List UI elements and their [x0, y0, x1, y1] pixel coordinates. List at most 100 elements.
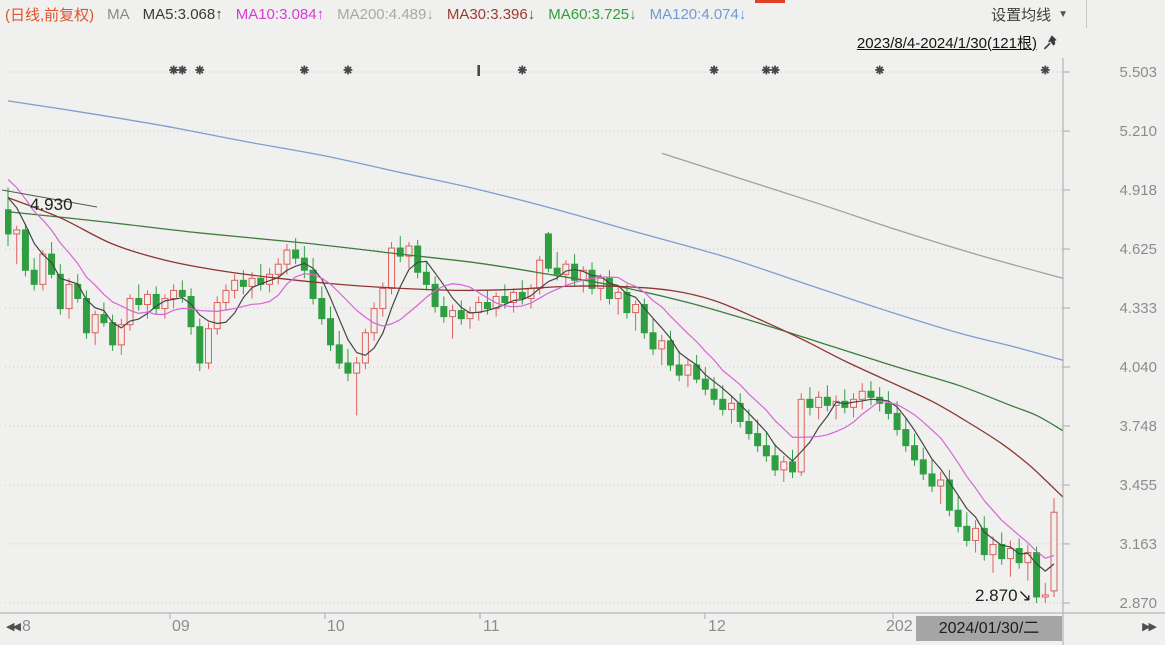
candle-down: [954, 509, 962, 527]
ma-indicator-bar: (日线,前复权) MA MA5:3.068↑ MA10:3.084↑ MA200:4.4…: [5, 0, 746, 28]
candle-down: [719, 398, 727, 410]
ma-settings-button[interactable]: 设置均线 ▼: [991, 0, 1087, 28]
candle-down: [100, 314, 108, 324]
time-axis: ◀◀ 8 09 10 11 12 202 2024/01/30/二 ▶▶: [0, 613, 1165, 645]
candle-up: [231, 279, 239, 291]
candle-up: [780, 461, 788, 471]
candle-up: [815, 396, 823, 408]
candle-down: [963, 525, 971, 541]
candle-down: [841, 400, 849, 408]
candle-down: [292, 249, 300, 259]
ma200-line: [661, 152, 1063, 279]
candle-down: [544, 233, 552, 269]
candle-down: [771, 455, 779, 471]
candle-up: [449, 310, 457, 318]
candle-down: [911, 445, 919, 461]
candle-up: [370, 308, 378, 334]
ma-value-label: MA: [107, 5, 130, 23]
ma-value-label: MA200:4.489↓: [337, 5, 434, 23]
candle-up: [1050, 511, 1058, 592]
event-marker-arm: [710, 66, 718, 74]
candle-up: [143, 293, 151, 306]
candle-up: [274, 263, 282, 275]
price-tick-label: 3.163: [1119, 536, 1157, 553]
candle-up: [989, 544, 997, 556]
candle-down: [605, 277, 613, 299]
chevron-down-icon: ▼: [1058, 8, 1068, 20]
candle-up: [170, 289, 178, 299]
candle-down: [640, 304, 648, 334]
pin-icon[interactable]: [1041, 34, 1058, 51]
event-marker-icon: [299, 65, 309, 75]
price-tick-label: 5.210: [1119, 123, 1157, 140]
candle-up: [832, 400, 840, 406]
candle-down: [135, 297, 143, 306]
candle-up: [65, 283, 73, 310]
price-tick-label: 4.333: [1119, 300, 1157, 317]
time-axis-label: 11: [483, 618, 500, 635]
candle-down: [48, 253, 56, 275]
candle-down: [867, 390, 875, 398]
time-axis-label: 12: [708, 618, 726, 635]
candle-up: [13, 229, 21, 235]
event-marker-icon: [343, 65, 353, 75]
candle-down: [998, 544, 1006, 560]
candle-down: [980, 527, 988, 556]
candle-up: [39, 253, 47, 285]
candle-up: [536, 259, 544, 289]
candle-up: [379, 287, 387, 310]
candle-down: [74, 283, 82, 299]
date-range-text: 2023/8/4-2024/1/30(121根): [856, 34, 1037, 52]
candle-up: [361, 332, 369, 364]
candle-down: [806, 398, 814, 408]
candle-down: [109, 322, 117, 346]
candle-up: [161, 297, 169, 310]
candle-down: [344, 362, 352, 374]
candle-down: [745, 420, 753, 435]
price-tick-label: 4.625: [1119, 241, 1157, 258]
price-tick-label: 5.503: [1119, 64, 1157, 81]
candle-down: [178, 289, 186, 297]
ma-value-label: MA120:4.074↓: [649, 5, 747, 23]
candle-up: [937, 479, 945, 487]
event-marker-arm: [1041, 66, 1050, 74]
candle-down: [501, 295, 509, 304]
candle-up: [213, 302, 221, 330]
ma60-line: [7, 211, 1063, 432]
candle-up: [475, 302, 483, 314]
time-axis-label: 09: [172, 618, 190, 635]
price-tick-label: 2.870: [1119, 595, 1157, 612]
candle-down: [518, 291, 526, 299]
event-marker-arm: [169, 66, 178, 74]
date-range[interactable]: 2023/8/4-2024/1/30(121根): [857, 31, 1058, 53]
event-marker-icon: [517, 65, 527, 75]
candle-down: [762, 445, 770, 457]
candle-down: [431, 283, 439, 308]
candle-down: [701, 378, 709, 390]
candle-up: [1006, 548, 1014, 560]
candle-up: [91, 314, 99, 334]
candle-down: [710, 388, 718, 400]
tab-indicator: [755, 0, 785, 3]
candle-down: [1033, 552, 1041, 598]
scroll-right-icon[interactable]: ▶▶: [1142, 621, 1157, 633]
candle-up: [797, 398, 805, 473]
event-marker-icon: [761, 65, 771, 75]
candle-up: [562, 263, 570, 275]
candle-up: [510, 291, 518, 304]
scroll-left-icon[interactable]: ◀◀: [6, 621, 21, 633]
price-tick-label: 4.918: [1119, 182, 1157, 199]
candle-up: [727, 402, 735, 410]
event-marker-icon: [875, 65, 885, 75]
candle-down: [884, 402, 892, 414]
ma-value-label: MA10:3.084↑: [235, 5, 325, 23]
event-marker-icon: [177, 65, 187, 75]
candle-down: [30, 269, 38, 285]
ma10-line: [7, 179, 1055, 559]
event-marker-icon: [1040, 65, 1050, 75]
candle-down: [945, 479, 953, 511]
candle-down: [82, 297, 90, 334]
candle-down: [56, 273, 64, 310]
